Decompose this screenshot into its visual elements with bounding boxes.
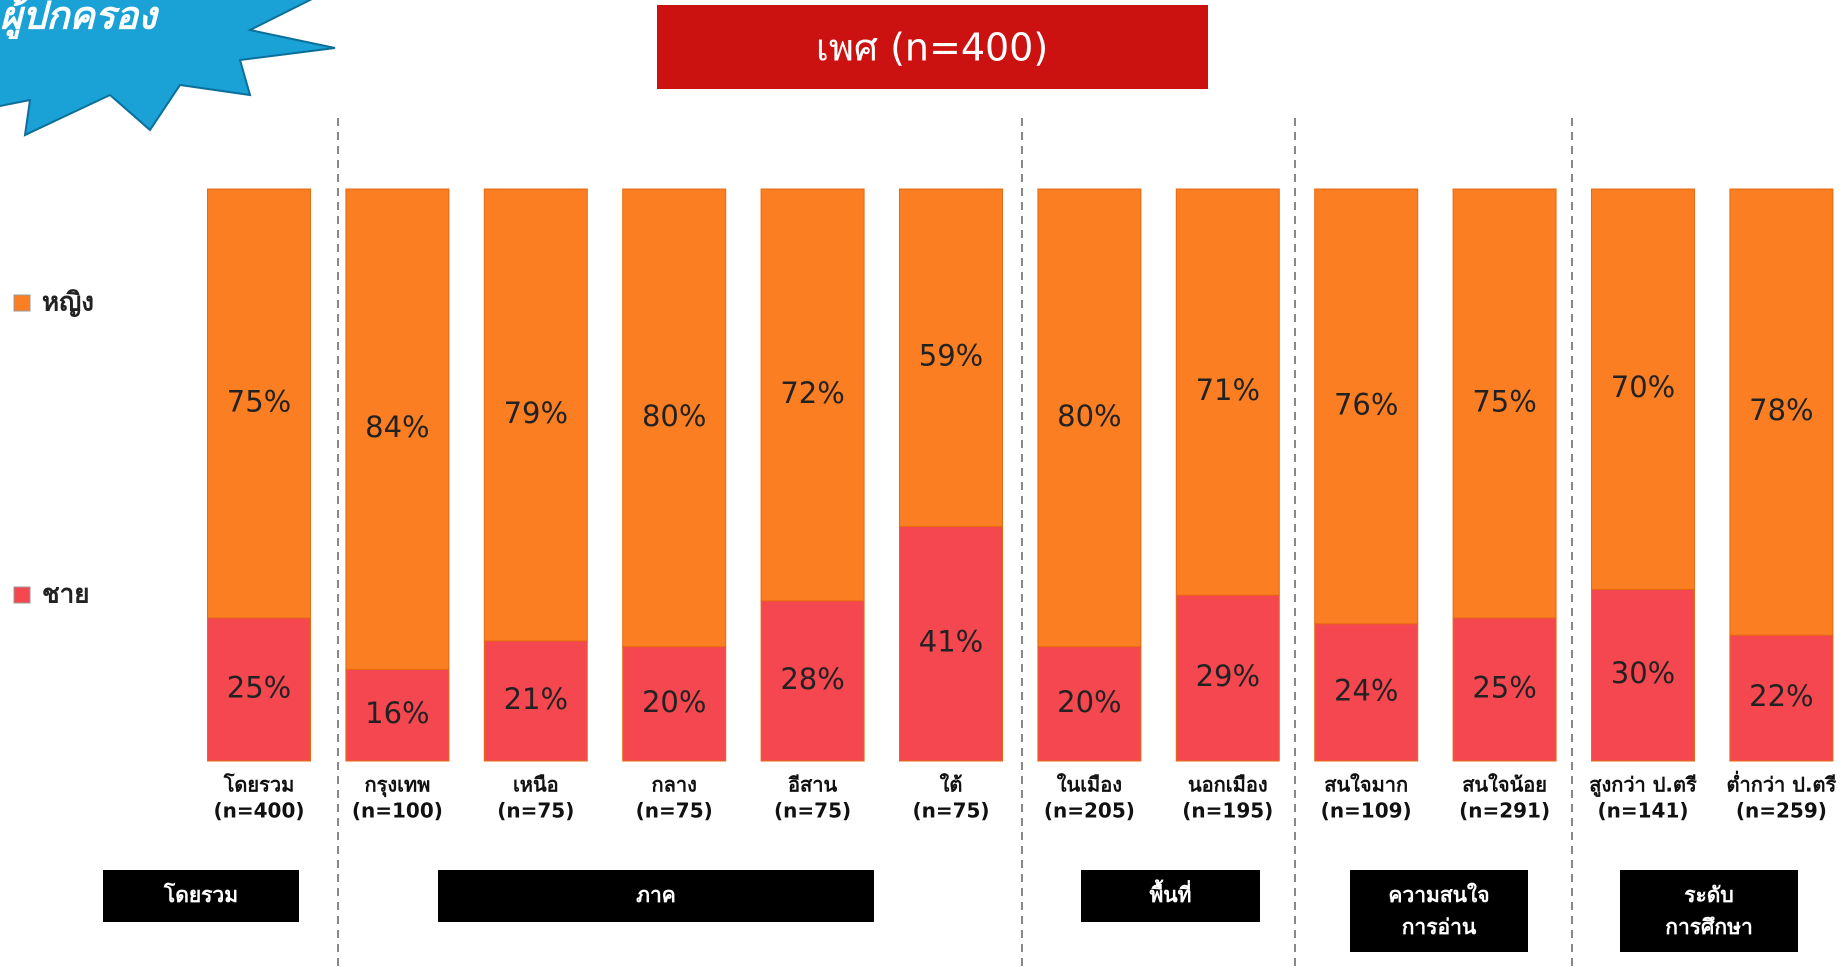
category-n: (n=291)	[1459, 799, 1550, 823]
group-label: ภาค	[636, 883, 676, 907]
bar-segment	[1591, 188, 1695, 590]
bar-segment	[483, 640, 588, 762]
value-label: 76%	[1334, 387, 1398, 421]
category-n: (n=75)	[636, 799, 713, 823]
category-label: ในเมือง	[1057, 773, 1122, 797]
group-box	[1350, 870, 1528, 952]
group-label: การอ่าน	[1402, 915, 1477, 939]
group-label: โดยรวม	[163, 882, 238, 907]
legend-label: ชาย	[42, 580, 89, 610]
group-box	[1620, 870, 1798, 952]
value-label: 28%	[780, 662, 844, 696]
category-label: กรุงเทพ	[364, 773, 430, 798]
chart-title: เพศ (n=400)	[816, 26, 1048, 70]
value-label: 16%	[365, 696, 429, 730]
value-label: 75%	[227, 385, 291, 419]
value-label: 41%	[919, 625, 983, 659]
value-label: 25%	[1472, 671, 1536, 705]
group-label: พื้นที่	[1149, 879, 1191, 907]
category-n: (n=400)	[213, 799, 304, 823]
category-label: สนใจมาก	[1324, 773, 1408, 797]
bar-segment	[1175, 188, 1280, 596]
value-label: 20%	[1057, 685, 1121, 719]
bar-segment	[345, 668, 450, 762]
value-label: 75%	[1472, 385, 1536, 419]
category-label: เหนือ	[513, 773, 559, 797]
value-label: 24%	[1334, 673, 1398, 707]
value-label: 30%	[1611, 656, 1675, 690]
category-n: (n=141)	[1597, 799, 1688, 823]
group-label: ความสนใจ	[1388, 882, 1489, 907]
legend-swatch	[13, 586, 31, 604]
bar-segment	[622, 188, 727, 648]
bar-segment	[483, 188, 588, 642]
value-label: 22%	[1749, 679, 1813, 713]
bar-segment	[899, 525, 1003, 762]
bar-segment	[345, 188, 450, 670]
group-label: ระดับ	[1684, 883, 1734, 907]
value-label: 79%	[504, 396, 568, 430]
badge-shape	[0, 0, 336, 137]
bar-segment	[1037, 646, 1142, 762]
group-box	[1081, 870, 1260, 922]
category-label: อีสาน	[788, 773, 837, 797]
category-label: สูงกว่า ป.ตรี	[1589, 773, 1697, 799]
category-label: ใต้	[940, 773, 963, 797]
bar-segment	[760, 600, 865, 762]
value-label: 20%	[642, 685, 706, 719]
category-label: นอกเมือง	[1188, 773, 1268, 797]
value-label: 21%	[504, 682, 568, 716]
legend-label: หญิง	[42, 288, 94, 318]
bar-segment	[1314, 188, 1419, 625]
bar-segment	[1729, 188, 1834, 636]
value-label: 72%	[780, 376, 844, 410]
value-label: 84%	[365, 410, 429, 444]
bar-segment	[1314, 623, 1419, 762]
category-n: (n=109)	[1321, 799, 1412, 823]
category-label: ต่ำกว่า ป.ตรี	[1727, 770, 1837, 797]
value-label: 70%	[1611, 370, 1675, 404]
bar-segment	[760, 188, 865, 602]
category-label: โดยรวม	[223, 773, 295, 797]
category-n: (n=259)	[1736, 799, 1827, 823]
value-label: 25%	[227, 671, 291, 705]
value-label: 80%	[642, 399, 706, 433]
category-n: (n=205)	[1044, 799, 1135, 823]
bar-segment	[1591, 588, 1695, 762]
value-label: 29%	[1196, 659, 1260, 693]
bar-segment	[1037, 188, 1142, 648]
bar-segment	[1452, 617, 1557, 762]
bar-segment	[622, 646, 727, 762]
value-label: 71%	[1196, 373, 1260, 407]
category-n: (n=100)	[352, 799, 443, 823]
value-label: 78%	[1749, 393, 1813, 427]
category-n: (n=75)	[912, 799, 989, 823]
category-n: (n=75)	[497, 799, 574, 823]
category-label: สนใจน้อย	[1462, 773, 1547, 797]
bar-segment	[899, 188, 1003, 527]
bar-segment	[1729, 634, 1834, 762]
category-n: (n=75)	[774, 799, 851, 823]
group-box	[438, 870, 874, 922]
category-n: (n=195)	[1182, 799, 1273, 823]
value-label: 59%	[919, 339, 983, 373]
title-box	[657, 5, 1208, 89]
group-label: การศึกษา	[1665, 915, 1752, 939]
bar-segment	[207, 188, 311, 619]
bar-segment	[1452, 188, 1557, 619]
group-box	[103, 870, 299, 922]
badge-text: ผู้ปกครอง	[0, 0, 160, 40]
bar-segment	[1175, 594, 1280, 762]
bar-segment	[207, 617, 311, 762]
category-label: กลาง	[652, 773, 697, 797]
legend-swatch	[13, 294, 31, 312]
value-label: 80%	[1057, 399, 1121, 433]
